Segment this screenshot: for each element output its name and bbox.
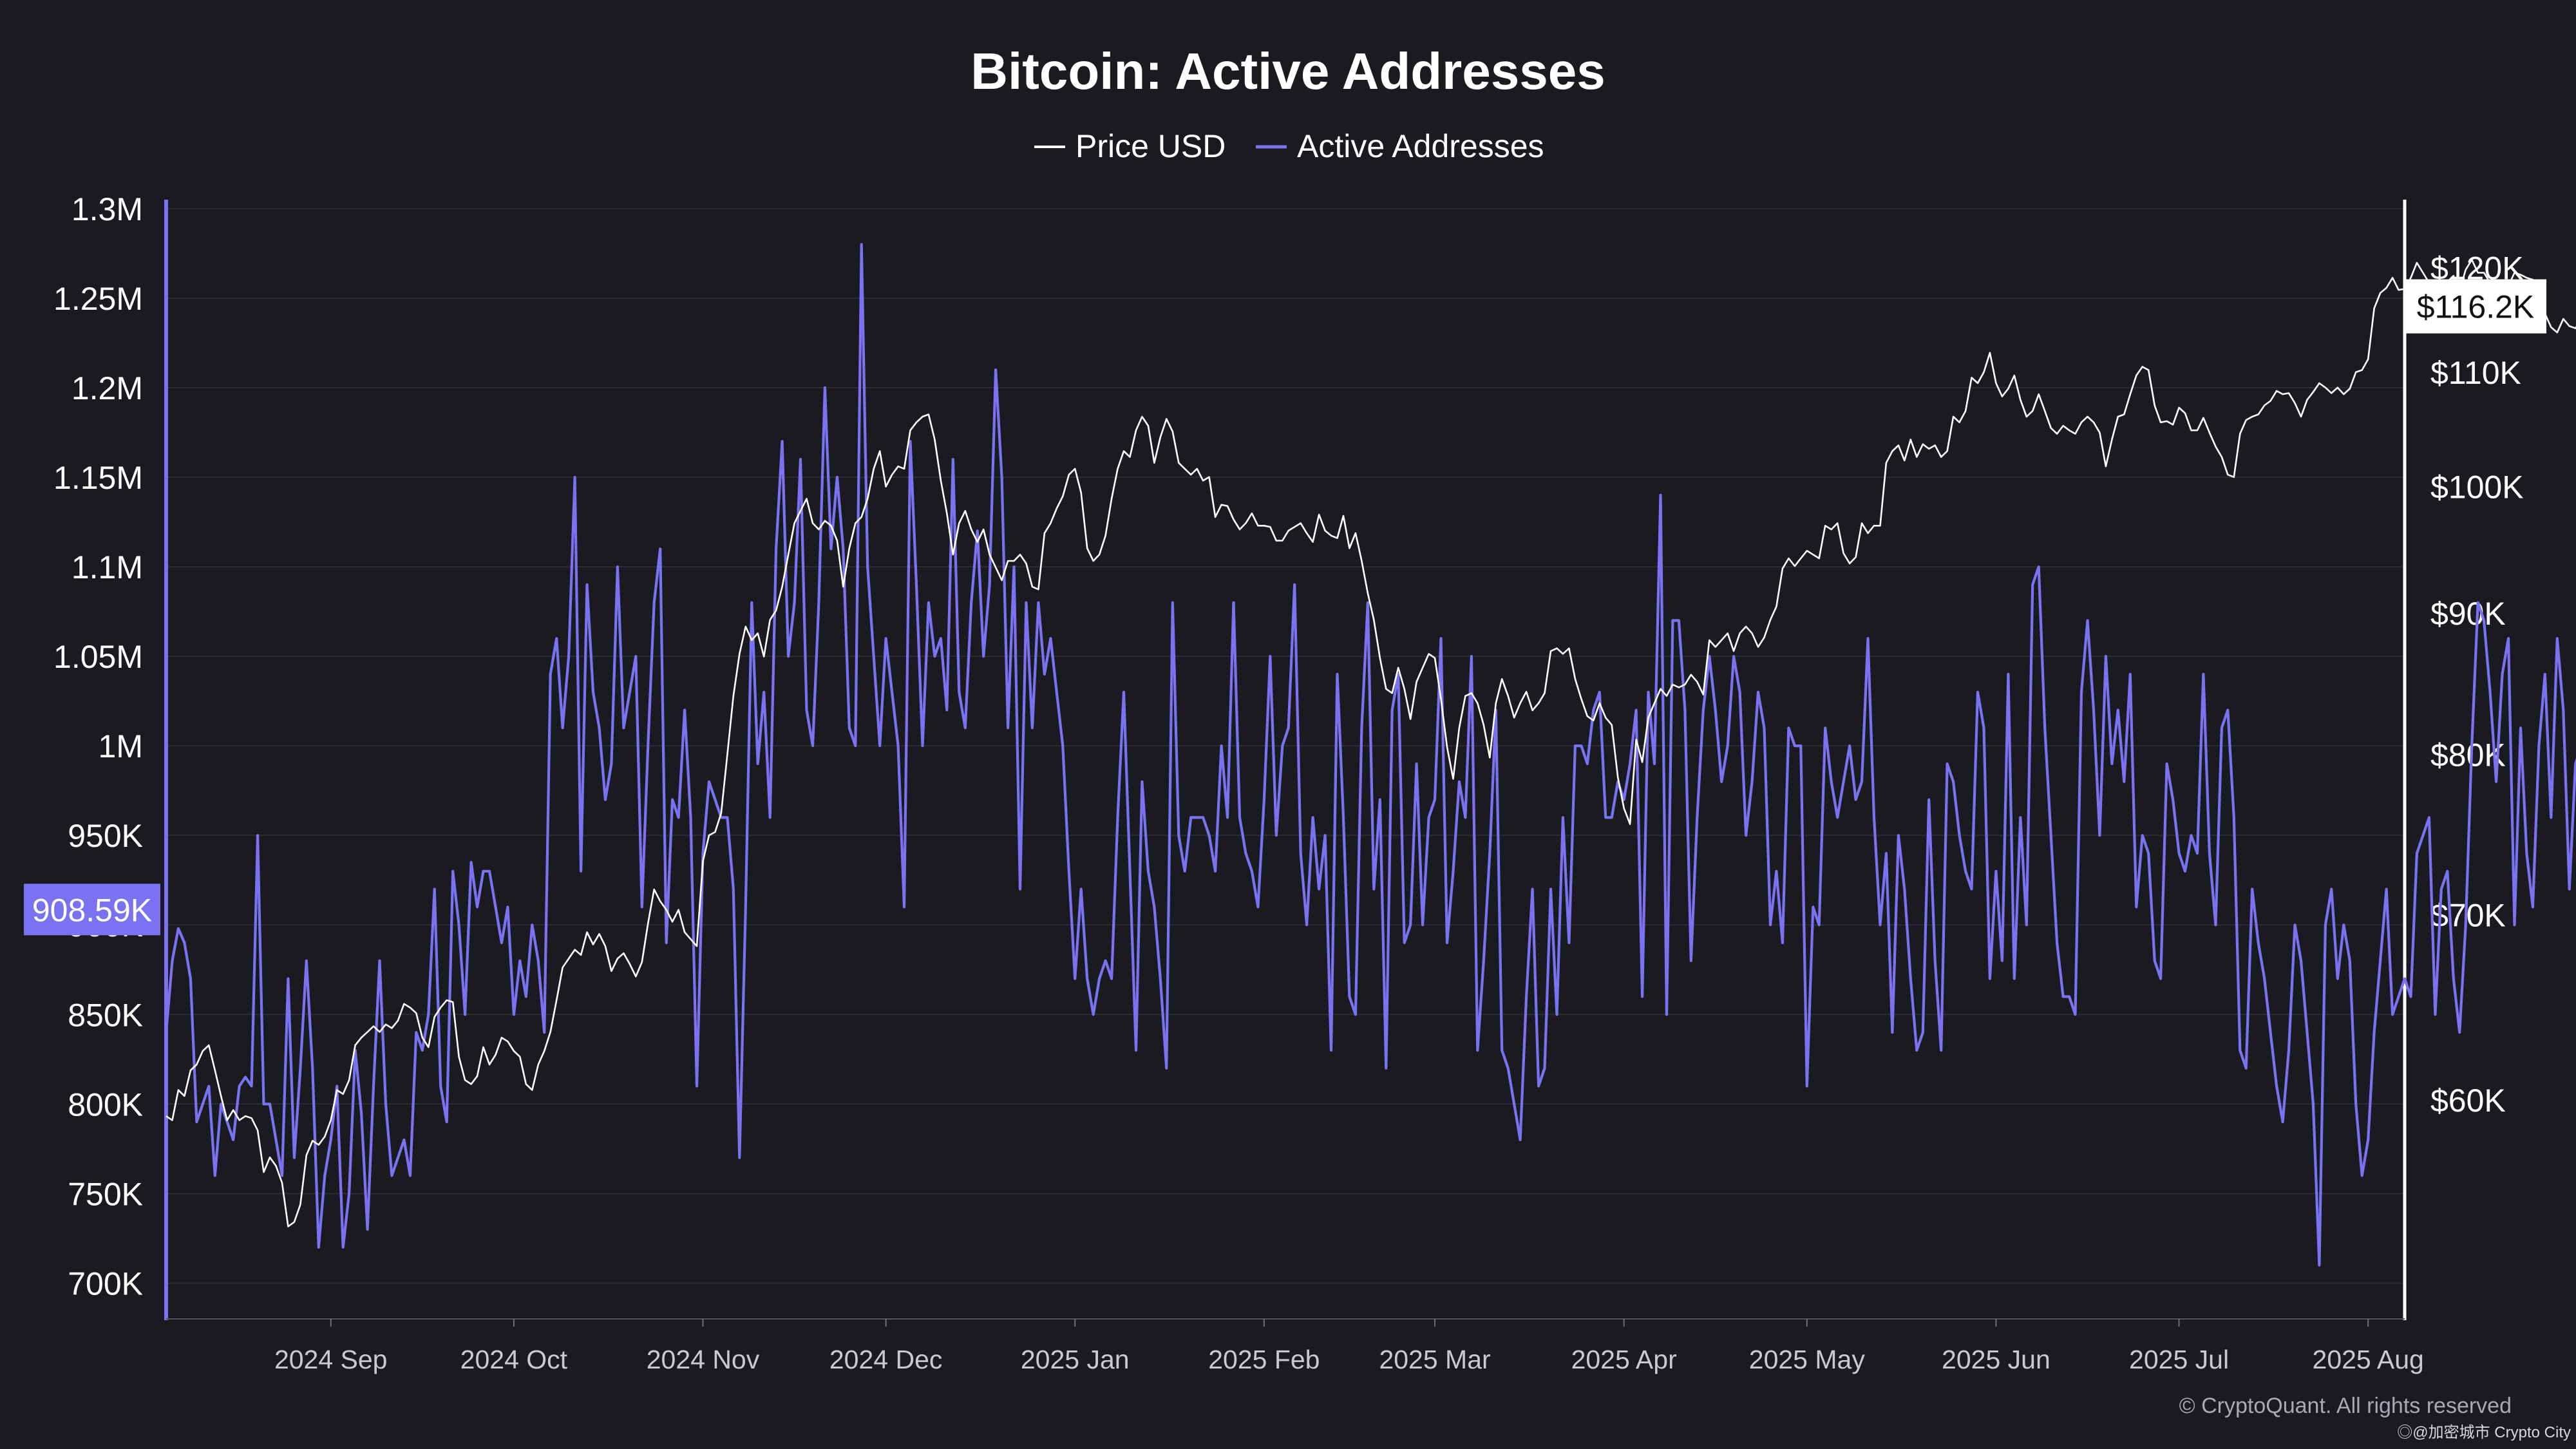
x-tick-label: 2025 Mar [1379, 1345, 1490, 1374]
x-tick-label: 2025 Jun [1942, 1345, 2050, 1374]
x-tick-label: 2025 Jan [1021, 1345, 1130, 1374]
left-axis-ticks: 700K750K800K850K900K950K1M1.05M1.1M1.15M… [53, 191, 143, 1302]
left-tick-label: 800K [68, 1086, 143, 1122]
x-tick-label: 2024 Dec [829, 1345, 943, 1374]
watermark-text: ◎@加密城市 Crypto City [2397, 1424, 2571, 1441]
left-tick-label: 1.25M [53, 281, 143, 317]
series-line-active-addresses [164, 243, 2576, 1267]
x-axis-ticks: 2024 Sep 2024 Oct 2024 Nov 2024 Dec 2025 Jan… [274, 1319, 2424, 1374]
left-tick-label: 1.1M [71, 549, 143, 585]
x-tick-label: 2024 Oct [460, 1345, 568, 1374]
right-tick-label: $60K [2430, 1083, 2506, 1119]
legend-label-active-addresses: Active Addresses [1297, 128, 1544, 164]
left-tick-label: 1.05M [53, 639, 143, 675]
left-tick-label: 850K [68, 997, 143, 1033]
series-line-price [166, 259, 2576, 1227]
legend-item-price[interactable]: Price USD [1034, 128, 1226, 164]
last-value-left-label: 908.59K [32, 892, 152, 928]
grid-lines [166, 207, 2405, 1284]
right-tick-label: $110K [2430, 355, 2521, 391]
x-tick-label: 2025 Jul [2129, 1345, 2229, 1374]
left-tick-label: 750K [68, 1176, 143, 1212]
chart-title: Bitcoin: Active Addresses [971, 43, 1605, 100]
series [164, 243, 2576, 1267]
x-tick-label: 2025 Apr [1571, 1345, 1677, 1374]
x-tick-label: 2025 Aug [2313, 1345, 2424, 1374]
last-value-right-badge: $116.2K [2405, 279, 2546, 334]
legend[interactable]: Price USD Active Addresses [1034, 128, 1544, 164]
left-tick-label: 1.3M [71, 191, 143, 227]
left-tick-label: 1M [99, 728, 143, 764]
last-value-left-box [24, 884, 160, 936]
last-value-right-box [2405, 279, 2546, 334]
right-tick-label: $90K [2430, 596, 2506, 632]
x-tick-label: 2024 Sep [274, 1345, 388, 1374]
right-tick-label: $70K [2430, 898, 2506, 934]
right-tick-label: $100K [2430, 469, 2524, 506]
x-tick-label: 2025 Feb [1208, 1345, 1320, 1374]
legend-item-active-addresses[interactable]: Active Addresses [1256, 128, 1544, 164]
legend-label-price: Price USD [1075, 128, 1226, 164]
last-value-right-label: $116.2K [2417, 289, 2535, 325]
x-tick-label: 2025 May [1749, 1345, 1866, 1374]
left-tick-label: 700K [68, 1265, 143, 1302]
left-tick-label: 950K [68, 818, 143, 854]
left-tick-label: 1.2M [71, 370, 143, 406]
axes [164, 200, 2407, 1320]
last-value-left-badge: 908.59K [24, 884, 160, 936]
x-tick-label: 2024 Nov [647, 1345, 760, 1374]
left-tick-label: 1.15M [53, 460, 143, 496]
copyright-text: © CryptoQuant. All rights reserved [2179, 1394, 2512, 1418]
